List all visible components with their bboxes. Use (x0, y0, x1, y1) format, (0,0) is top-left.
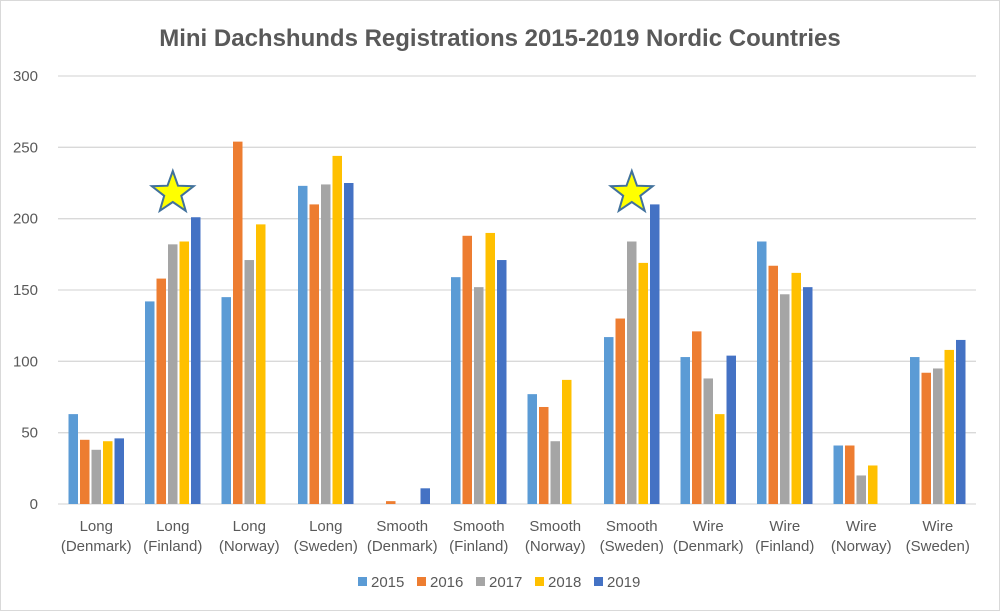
chart-title: Mini Dachshunds Registrations 2015-2019 … (159, 25, 841, 52)
bar-2017 (703, 378, 713, 504)
legend-label: 2018 (548, 574, 581, 591)
bar-2018 (715, 414, 725, 504)
bar-2017 (550, 441, 560, 504)
bar-2016 (80, 439, 90, 504)
bar-2016 (462, 235, 472, 504)
bar-2016 (309, 204, 319, 504)
y-tick-label: 300 (13, 68, 38, 85)
x-tick-label: Wire (Sweden) (906, 518, 970, 555)
y-tick-label: 100 (13, 353, 38, 370)
x-tick-label: Wire (Norway) (831, 518, 892, 555)
y-tick-label: 200 (13, 211, 38, 228)
bar-2019 (803, 287, 813, 504)
bar-2018 (485, 232, 495, 504)
bar-2015 (680, 357, 690, 504)
x-tick-label: Long (Denmark) (61, 518, 132, 555)
bar-2018 (179, 241, 189, 504)
bar-2016 (233, 141, 243, 505)
bar-2017 (780, 294, 790, 504)
star-icon (607, 168, 656, 214)
y-tick-label: 0 (30, 496, 38, 513)
bar-2015 (298, 185, 308, 504)
star-icon (148, 168, 197, 214)
bar-2016 (539, 406, 549, 504)
bar-2019 (191, 217, 201, 505)
bar-2016 (692, 331, 702, 504)
bar-2018 (638, 262, 648, 504)
bar-2019 (497, 260, 507, 504)
bar-2018 (868, 465, 878, 504)
bar-2017 (91, 449, 101, 504)
legend-swatch (358, 577, 367, 586)
bar-2016 (615, 318, 625, 504)
bar-2019 (114, 438, 124, 504)
x-tick-label: Smooth (Denmark) (367, 518, 438, 555)
x-tick-label: Long (Norway) (219, 518, 280, 555)
bar-2017 (321, 184, 331, 504)
bar-2019 (956, 339, 966, 504)
bar-2016 (386, 501, 396, 504)
bar-2016 (921, 372, 931, 504)
legend-swatch (594, 577, 603, 586)
bar-2018 (332, 155, 342, 505)
legend-swatch (535, 577, 544, 586)
bar-2019 (420, 488, 430, 504)
bar-2017 (627, 241, 637, 504)
bar-2017 (933, 368, 943, 504)
y-tick-label: 50 (21, 425, 38, 442)
bar-2016 (156, 278, 166, 504)
bar-2015 (68, 414, 78, 504)
x-tick-label: Smooth (Sweden) (600, 518, 664, 555)
bar-2018 (103, 441, 113, 504)
bar-2015 (451, 277, 461, 504)
bar-2015 (604, 337, 614, 504)
bar-2018 (791, 272, 801, 504)
legend-label: 2017 (489, 574, 522, 591)
bar-2017 (856, 475, 866, 504)
bar-2018 (944, 349, 954, 504)
bar-2019 (344, 183, 354, 504)
bar-2015 (527, 394, 537, 504)
x-tick-label: Long (Finland) (143, 518, 202, 555)
legend-label: 2019 (607, 574, 640, 591)
x-tick-label: Wire (Denmark) (673, 518, 744, 555)
bar-2017 (244, 260, 254, 504)
bar-2015 (910, 357, 920, 504)
bar-2015 (145, 301, 155, 504)
bar-2016 (845, 445, 855, 504)
x-tick-label: Smooth (Norway) (525, 518, 586, 555)
bar-2015 (757, 241, 767, 504)
legend-label: 2016 (430, 574, 463, 591)
legend-swatch (476, 577, 485, 586)
bar-2015 (833, 445, 843, 504)
bar-2017 (168, 244, 178, 504)
x-tick-label: Smooth (Finland) (449, 518, 508, 555)
bar-2017 (474, 287, 484, 504)
x-tick-label: Wire (Finland) (755, 518, 814, 555)
bar-2018 (256, 224, 266, 504)
y-tick-label: 250 (13, 139, 38, 156)
bar-2016 (768, 265, 778, 504)
bar-2019 (650, 204, 660, 504)
bar-2018 (562, 379, 572, 504)
legend-swatch (417, 577, 426, 586)
y-tick-label: 150 (13, 282, 38, 299)
bar-2015 (221, 297, 231, 504)
legend-label: 2015 (371, 574, 404, 591)
x-tick-label: Long (Sweden) (294, 518, 358, 555)
bar-2019 (726, 355, 736, 504)
